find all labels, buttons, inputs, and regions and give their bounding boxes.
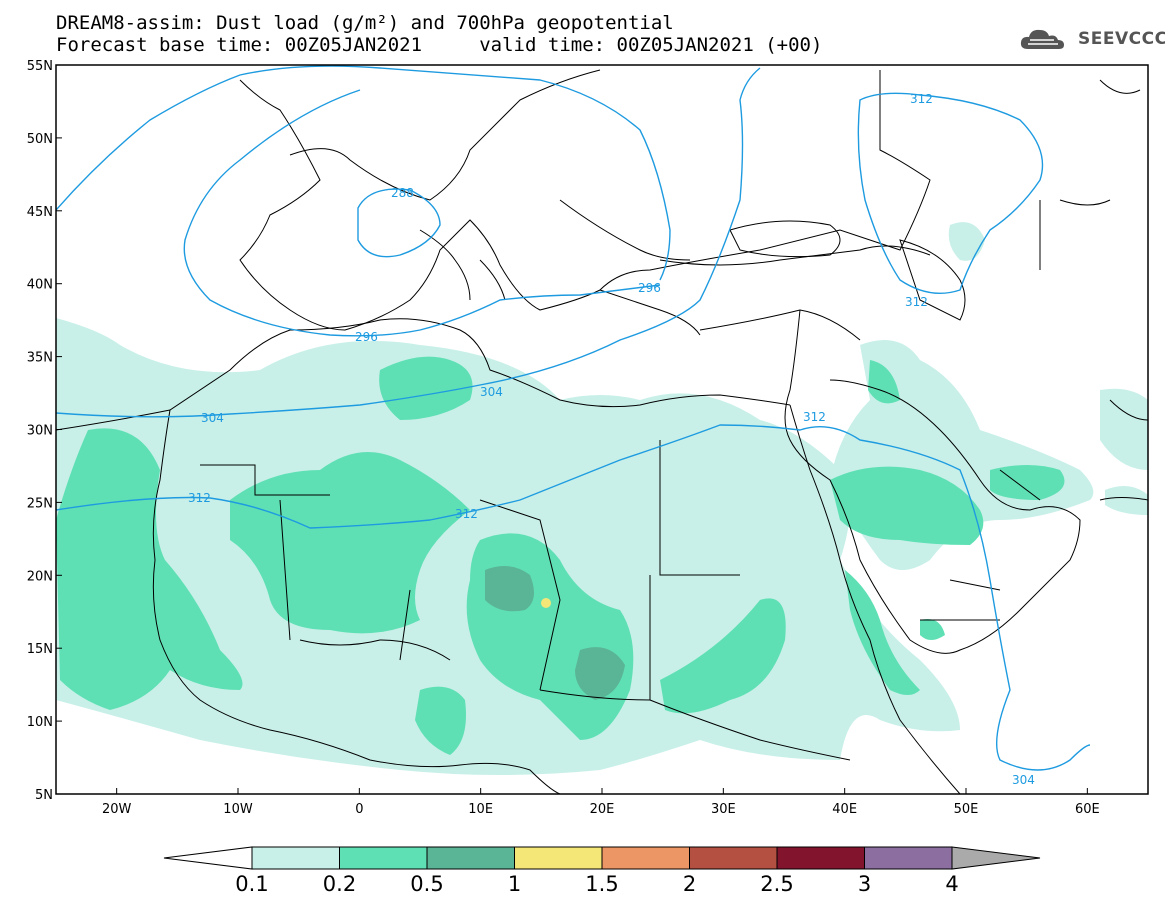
seevccc-logo: SEEVCCC — [1018, 25, 1165, 53]
colorbar-over-arrow — [951, 846, 1041, 870]
lat-tick-label: 45N — [27, 205, 53, 220]
lat-tick-label: 15N — [27, 642, 53, 657]
contour-label: 312 — [910, 92, 933, 106]
lon-tick-label: 40E — [832, 802, 857, 817]
colorbar-label: 1 — [508, 872, 521, 896]
cloud-icon — [1020, 29, 1064, 49]
dust-max-spot — [541, 598, 551, 608]
contour-label: 296 — [638, 281, 661, 295]
dust-heavy-areas — [485, 566, 625, 700]
contour-label: 312 — [803, 410, 826, 424]
colorbar-label: 4 — [945, 872, 958, 896]
colorbar-label: 0.2 — [323, 872, 356, 896]
lat-tick-label: 10N — [27, 715, 53, 730]
lon-tick-label: 0 — [355, 802, 363, 817]
colorbar-under-arrow — [163, 846, 253, 870]
lon-tick-label: 10W — [223, 802, 253, 817]
map-title: DREAM8-assim: Dust load (g/m²) and 700hP… — [56, 12, 674, 34]
colorbar-label: 0.1 — [235, 872, 268, 896]
lat-tick-label: 50N — [27, 132, 53, 147]
colorbar-label: 0.5 — [410, 872, 443, 896]
lat-tick-label: 40N — [27, 278, 53, 293]
colorbar-swatch — [601, 846, 690, 870]
colorbar-swatch — [251, 846, 340, 870]
contour-label: 304 — [201, 411, 224, 425]
colorbar-label: 2 — [683, 872, 696, 896]
colorbar-swatch — [514, 846, 603, 870]
logo-text: SEEVCCC — [1078, 29, 1165, 49]
lat-tick-label: 35N — [27, 351, 53, 366]
dust-medium-areas — [56, 356, 1065, 755]
colorbar-label: 1.5 — [585, 872, 618, 896]
lat-tick-label: 55N — [27, 59, 53, 74]
dust-fields — [56, 222, 1148, 775]
lon-tick-label: 10E — [468, 802, 493, 817]
contour-label: 296 — [355, 330, 378, 344]
colorbar-swatch — [426, 846, 515, 870]
contour-label: 312 — [455, 507, 478, 521]
colorbar-swatch — [339, 846, 428, 870]
geopotential-contours — [56, 65, 1091, 771]
contour-label: 312 — [188, 491, 211, 505]
lat-tick-label: 20N — [27, 569, 53, 584]
colorbar: 0.1 0.2 0.5 1 1.5 2 2.5 3 4 — [163, 846, 1041, 896]
map-subtitle: Forecast base time: 00Z05JAN2021 valid t… — [56, 34, 823, 56]
contour-label: 288 — [391, 186, 414, 200]
lat-tick-label: 5N — [35, 788, 53, 803]
contour-label: 304 — [480, 385, 503, 399]
lon-tick-label: 20W — [102, 802, 132, 817]
contour-label: 312 — [905, 295, 928, 309]
lat-tick-label: 25N — [27, 496, 53, 511]
lon-tick-label: 50E — [954, 802, 979, 817]
colorbar-swatch — [689, 846, 778, 870]
lat-tick-label: 30N — [27, 424, 53, 439]
axis-ticks: 55N 50N 45N 40N 35N 30N 25N 20N 15N 10N 5N 20W 10W 0 1… — [27, 59, 1100, 817]
contour-labels: 312 288 296 296 304 304 312 312 312 312 … — [188, 92, 1035, 787]
lon-tick-label: 20E — [590, 802, 615, 817]
colorbar-swatch — [776, 846, 865, 870]
colorbar-label: 2.5 — [760, 872, 793, 896]
lon-tick-label: 60E — [1075, 802, 1100, 817]
colorbar-swatch — [864, 846, 953, 870]
lon-tick-label: 30E — [711, 802, 736, 817]
colorbar-label: 3 — [858, 872, 871, 896]
contour-label: 304 — [1012, 773, 1035, 787]
coastlines-borders — [56, 69, 1148, 794]
